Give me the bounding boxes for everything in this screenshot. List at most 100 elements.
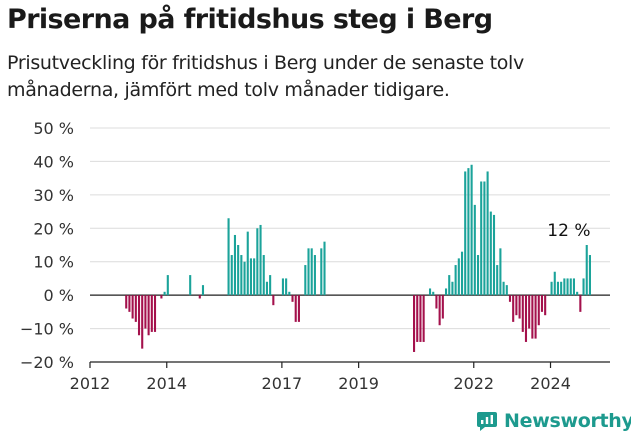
y-tick-label: 30 % xyxy=(33,186,74,205)
bar xyxy=(281,278,284,296)
bar xyxy=(467,168,470,296)
bar xyxy=(304,265,307,296)
chart-axis-labels: 50 % 40 % 30 % 20 % 10 % 0 % −10 % −20 % 2012 201… xyxy=(20,119,591,393)
bar xyxy=(313,255,316,296)
brand-logo: Newsworthy xyxy=(476,407,631,435)
bar xyxy=(310,248,313,296)
bar xyxy=(572,278,576,296)
newsworthy-logo-icon xyxy=(477,412,497,431)
x-tick-label: 2014 xyxy=(146,374,187,393)
bar xyxy=(508,295,512,302)
bar xyxy=(550,281,553,296)
bar xyxy=(582,278,585,296)
bar xyxy=(579,295,582,312)
x-tick-label: 2019 xyxy=(338,374,379,393)
y-tick-label: −20 % xyxy=(20,353,74,372)
bar xyxy=(502,281,505,296)
y-tick-label: 40 % xyxy=(33,152,74,171)
bar xyxy=(531,295,534,339)
bar xyxy=(438,295,441,326)
bar xyxy=(240,255,243,296)
bar xyxy=(435,295,438,309)
bar xyxy=(125,295,128,309)
bar xyxy=(470,164,473,296)
bar xyxy=(428,288,432,296)
bar xyxy=(563,278,566,296)
bar xyxy=(537,295,540,326)
bar xyxy=(134,295,137,322)
bar xyxy=(323,241,326,296)
bar xyxy=(291,295,294,302)
bar xyxy=(457,258,460,296)
bar xyxy=(141,295,144,349)
bar xyxy=(272,295,275,306)
bar xyxy=(262,255,265,296)
bar xyxy=(496,265,499,296)
bar xyxy=(294,295,297,322)
bar xyxy=(569,278,572,296)
chart-title: Priserna på fritidshus steg i Berg xyxy=(7,4,493,35)
y-tick-label: 10 % xyxy=(33,253,74,272)
bar xyxy=(556,281,560,296)
bar xyxy=(137,295,141,336)
x-tick-label: 2024 xyxy=(530,374,571,393)
bar xyxy=(253,258,256,296)
bar xyxy=(566,278,569,296)
y-tick-label: 0 % xyxy=(44,286,74,305)
bar xyxy=(246,231,249,296)
bar xyxy=(483,181,486,296)
bar xyxy=(422,295,425,342)
bar xyxy=(198,295,201,299)
bar xyxy=(163,291,166,296)
bar xyxy=(544,295,547,316)
bar xyxy=(249,258,252,296)
bar xyxy=(560,281,563,296)
bar xyxy=(528,295,531,329)
bar xyxy=(489,211,492,296)
bar xyxy=(540,295,544,312)
bar xyxy=(476,255,480,296)
bar xyxy=(269,275,272,296)
bar xyxy=(256,228,259,296)
bar xyxy=(147,295,150,336)
x-tick-label: 2022 xyxy=(453,374,494,393)
bar xyxy=(288,291,291,296)
bar xyxy=(413,295,416,352)
bar xyxy=(160,295,163,299)
bar xyxy=(512,295,515,322)
bar xyxy=(588,255,591,296)
bar xyxy=(265,281,268,296)
bar xyxy=(419,295,422,342)
bar xyxy=(150,295,153,332)
bar xyxy=(451,281,454,296)
brand-name: Newsworthy xyxy=(504,410,631,432)
bar xyxy=(576,291,579,296)
bar xyxy=(521,295,524,332)
bar xyxy=(473,204,476,296)
x-tick-label: 2012 xyxy=(70,374,111,393)
bar xyxy=(227,218,230,296)
chart-bars xyxy=(125,164,591,352)
bar xyxy=(230,255,233,296)
x-tick-label: 2017 xyxy=(262,374,303,393)
bar xyxy=(585,245,588,296)
chart-subtitle: Prisutveckling för fritidshus i Berg und… xyxy=(7,52,524,101)
bar xyxy=(454,265,457,296)
bar xyxy=(464,171,467,296)
bar xyxy=(480,181,483,296)
y-tick-label: −10 % xyxy=(20,320,74,339)
bar xyxy=(237,245,240,296)
latest-value-label: 12 % xyxy=(547,221,590,241)
bar xyxy=(553,271,556,296)
bar xyxy=(518,295,521,319)
bar xyxy=(166,275,169,296)
bar xyxy=(131,295,134,319)
bar xyxy=(441,295,444,319)
bar xyxy=(285,278,288,296)
bar xyxy=(307,248,310,296)
bar xyxy=(189,275,192,296)
bar xyxy=(320,248,323,296)
y-tick-label: 20 % xyxy=(33,219,74,238)
bar xyxy=(444,288,448,296)
